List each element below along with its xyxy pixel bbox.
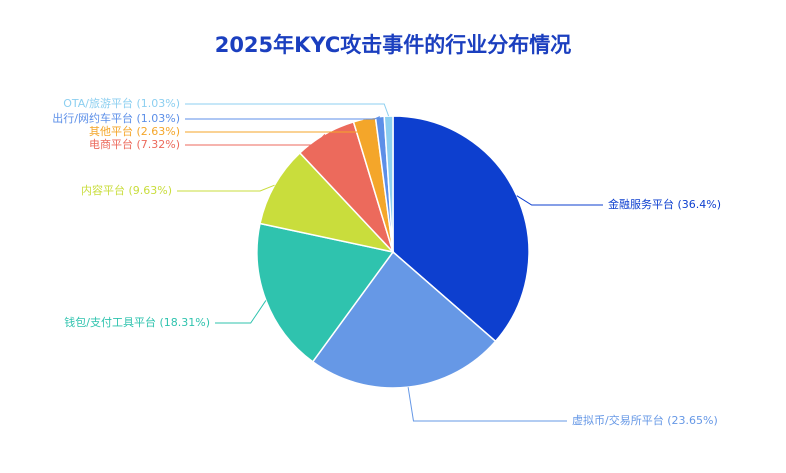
label-name: 出行/网约车平台 <box>52 111 133 125</box>
leader-line <box>407 387 567 422</box>
slice-label: 虚拟币/交易所平台 (23.65%) <box>572 413 718 427</box>
pie-slice <box>256 222 395 363</box>
pie-slice <box>383 115 394 253</box>
pie-slice <box>311 250 497 389</box>
slice-label: 钱包/支付工具平台 (18.31%) <box>64 315 210 329</box>
chart-title: 2025年KYC攻击事件的行业分布情况 <box>215 33 572 57</box>
leader-line <box>185 118 365 133</box>
slice-label: 内容平台 (9.63%) <box>81 183 172 197</box>
slice-label: 电商平台 (7.32%) <box>89 137 180 151</box>
slice-label: 金融服务平台 (36.4%) <box>608 197 721 211</box>
leader-line <box>516 195 603 206</box>
label-name: OTA/旅游平台 <box>63 96 133 110</box>
label-name: 虚拟币/交易所平台 <box>572 413 664 427</box>
leader-line <box>185 116 381 120</box>
label-name: 钱包/支付工具平台 <box>64 315 156 329</box>
slice-label: 其他平台 (2.63%) <box>89 124 180 138</box>
label-name: 金融服务平台 <box>608 197 674 211</box>
leader-line <box>185 103 390 117</box>
label-value: (36.4%) <box>678 198 722 211</box>
label-value: (1.03%) <box>136 112 180 125</box>
label-name: 其他平台 <box>89 124 133 138</box>
pie-slice <box>392 115 530 343</box>
label-name: 内容平台 <box>81 183 125 197</box>
leader-line <box>185 133 326 146</box>
pie-slice <box>259 151 396 254</box>
slice-label: OTA/旅游平台 (1.03%) <box>63 96 180 110</box>
label-value: (23.65%) <box>667 414 718 427</box>
leader-line <box>215 300 267 324</box>
label-value: (18.31%) <box>159 316 210 329</box>
label-name: 电商平台 <box>89 137 133 151</box>
leader-line <box>177 184 275 192</box>
label-value: (2.63%) <box>136 125 180 138</box>
label-value: (7.32%) <box>136 138 180 151</box>
label-value: (1.03%) <box>136 97 180 110</box>
label-value: (9.63%) <box>128 184 172 197</box>
slice-label: 出行/网约车平台 (1.03%) <box>52 111 180 125</box>
